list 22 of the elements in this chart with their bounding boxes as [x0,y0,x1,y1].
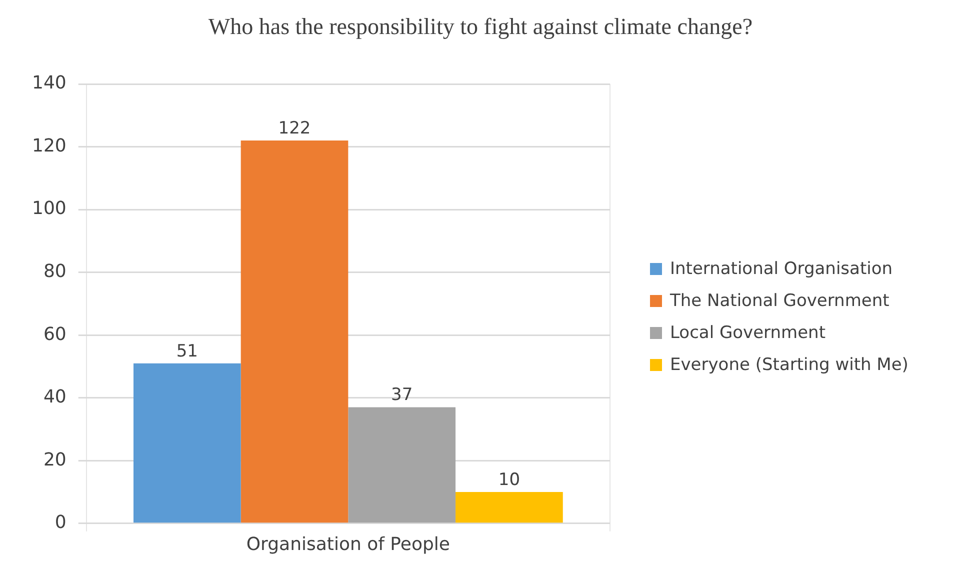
bar [240,140,348,523]
bar [133,363,241,523]
legend-label: Everyone (Starting with Me) [670,354,908,374]
bar [456,492,563,523]
data-label: 51 [176,341,198,362]
legend-label: Local Government [670,322,826,342]
y-tick-label: 100 [32,198,66,220]
y-tick-label: 60 [43,324,66,345]
y-tick-label: 80 [43,260,66,282]
y-tick-label: 40 [43,386,66,408]
bar [348,407,456,523]
chart-title: Who has the responsibility to fight against climate change? [207,14,754,41]
y-tick-label: 0 [54,512,66,534]
y-tick-label: 140 [32,72,66,94]
data-label: 122 [278,118,311,138]
legend-label: The National Government [670,290,890,310]
y-tick-label: 120 [32,135,66,156]
y-tick-label: 20 [43,449,66,470]
data-label: 37 [391,385,413,406]
data-label: 10 [498,470,520,490]
x-tick-label: Organisation of People [246,534,450,555]
legend-label: International Organisation [670,258,893,278]
